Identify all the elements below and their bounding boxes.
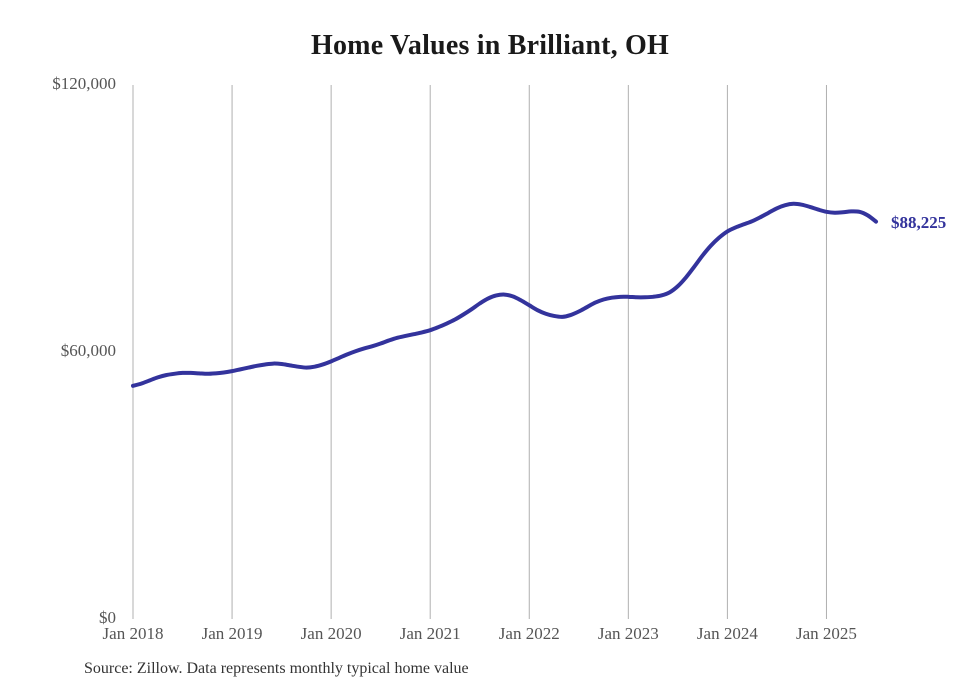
- x-axis-tick-label: Jan 2023: [597, 624, 659, 643]
- x-axis-tick-label: Jan 2024: [696, 624, 758, 643]
- x-axis-tick-label: Jan 2022: [498, 624, 560, 643]
- x-axis-tick-label: Jan 2019: [201, 624, 263, 643]
- x-axis-tick-label: Jan 2021: [399, 624, 461, 643]
- x-axis-tick-label: Jan 2025: [795, 624, 857, 643]
- source-note: Source: Zillow. Data represents monthly …: [84, 660, 469, 677]
- y-axis-tick-label: $60,000: [60, 341, 116, 360]
- gridline-group: [132, 85, 827, 619]
- x-axis-tick-label: Jan 2018: [102, 624, 164, 643]
- x-axis-tick-label: Jan 2020: [300, 624, 362, 643]
- y-axis-tick-label: $120,000: [52, 74, 116, 93]
- home-value-line: [131, 201, 878, 388]
- page-title: Home Values in Brilliant, OH: [311, 30, 669, 61]
- y-axis-tick-label: $0: [99, 608, 116, 627]
- end-value-label: $88,225: [891, 212, 947, 232]
